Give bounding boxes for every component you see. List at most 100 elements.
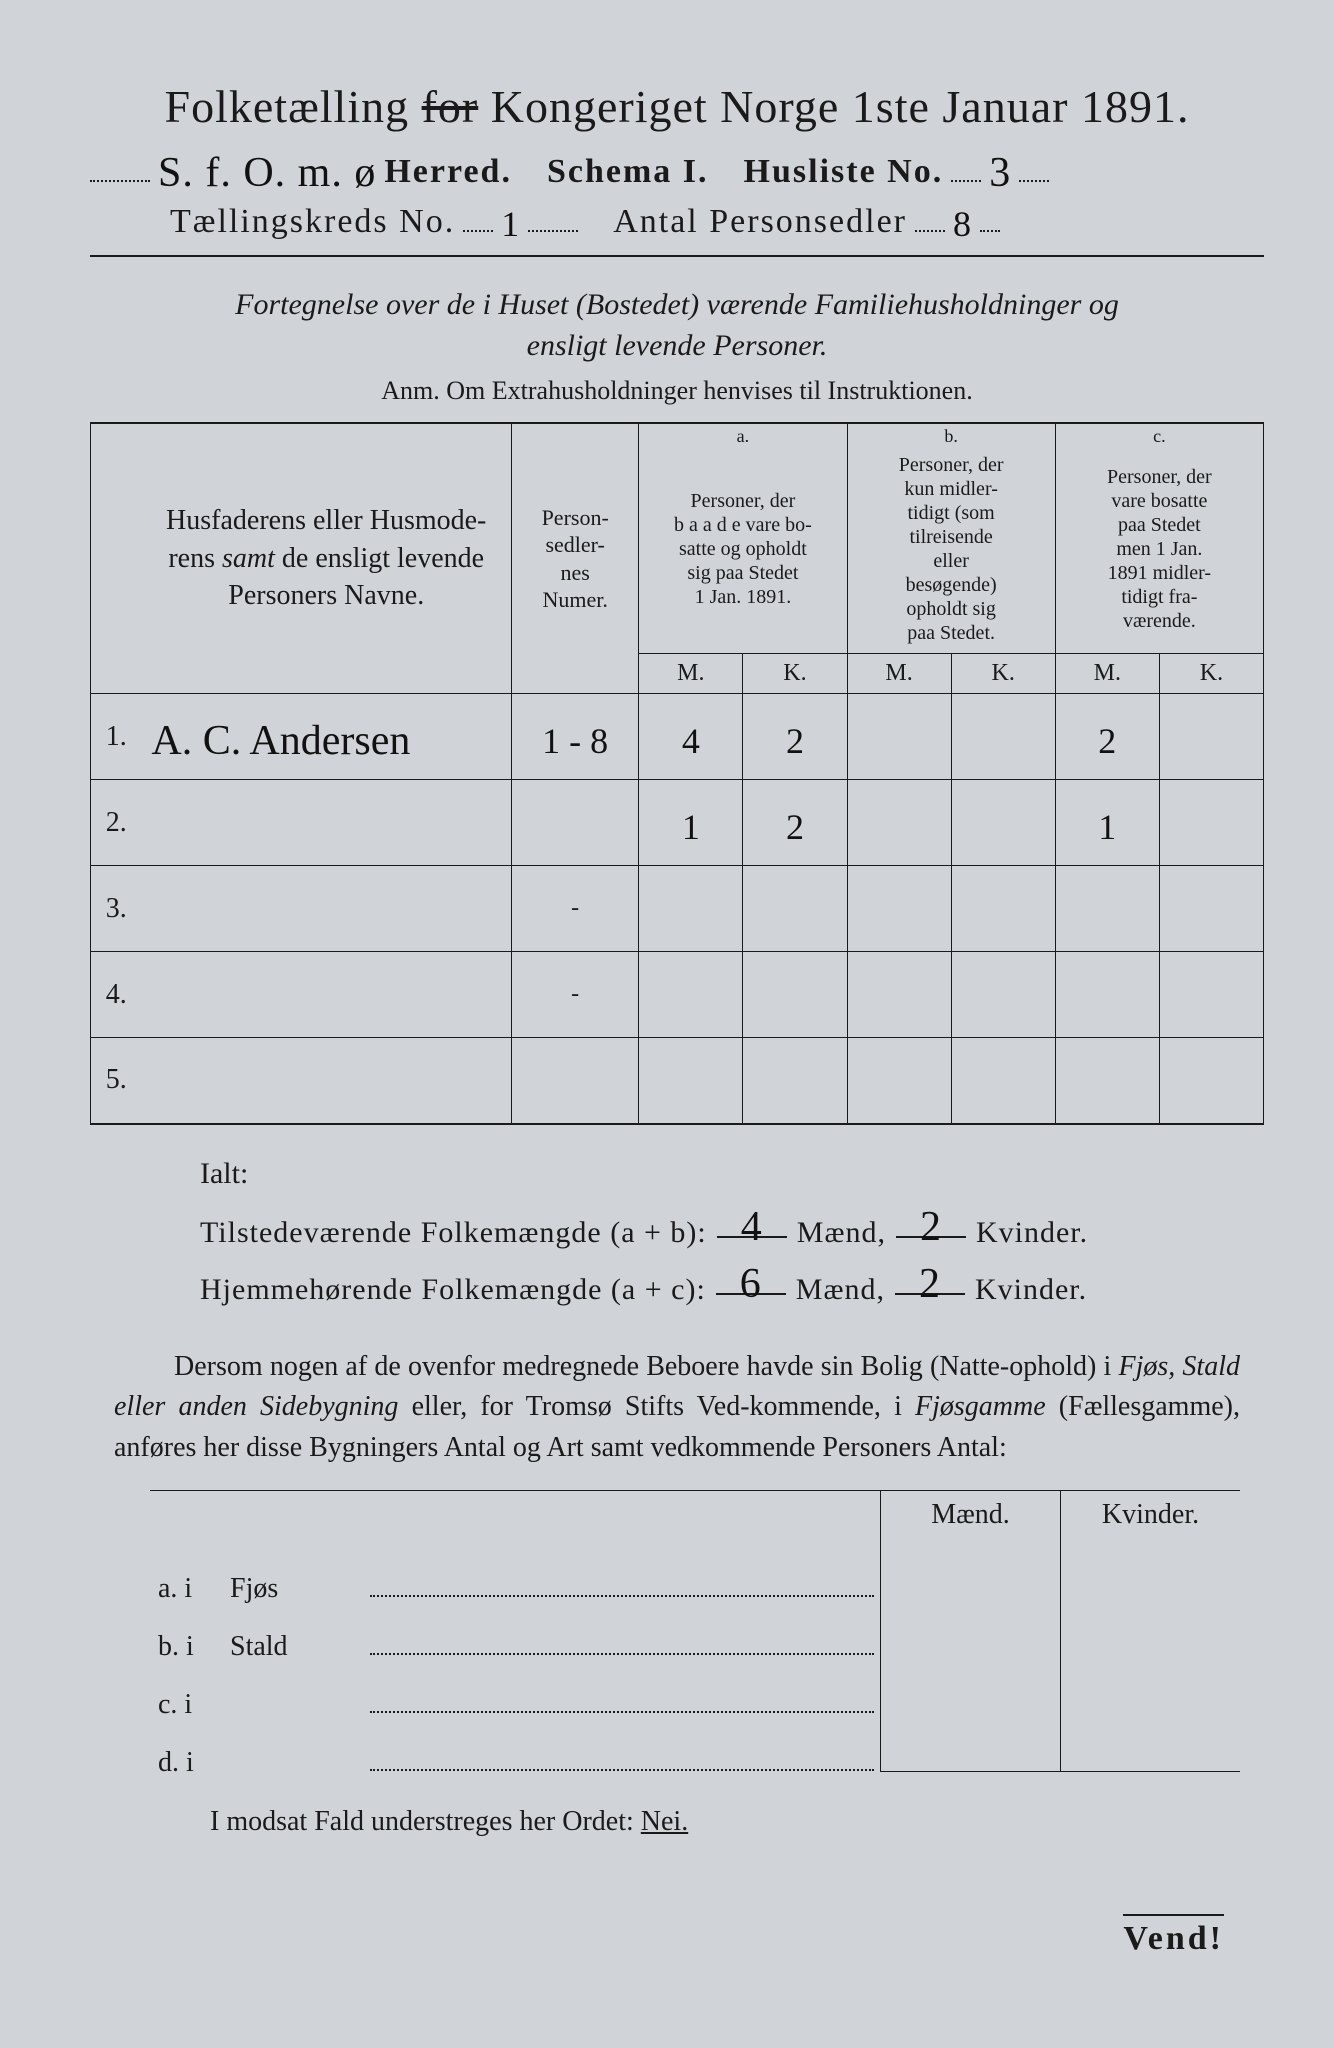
title-part2: Kongeriget Norge 1ste Januar 1891. bbox=[491, 81, 1190, 132]
schema-label: Schema I. bbox=[547, 153, 709, 191]
row-num: 5. bbox=[91, 1038, 142, 1124]
row-a-m: 4 bbox=[639, 694, 743, 780]
side-building-table: Mænd. Kvinder. a. i Fjøs b. i Stald c. i… bbox=[150, 1490, 1240, 1772]
header-line-2: Tællingskreds No. 1 Antal Personsedler 8 bbox=[170, 199, 1264, 241]
row-c-m: 1 bbox=[1055, 780, 1159, 866]
dots bbox=[463, 201, 493, 232]
row-ps: 1 - 8 bbox=[512, 694, 639, 780]
kreds-label: Tællingskreds No. bbox=[170, 203, 455, 241]
sum-ac-k: 2 bbox=[895, 1262, 965, 1295]
nei-line: I modsat Fald understreges her Ordet: Ne… bbox=[210, 1806, 1264, 1838]
row-c-k bbox=[1159, 694, 1263, 780]
sum-ac-label: Hjemmehørende Folkemængde (a + c): bbox=[200, 1273, 706, 1307]
group-b-desc: Personer, derkun midler-tidigt (somtilre… bbox=[847, 449, 1055, 654]
side-row: c. i bbox=[150, 1655, 1240, 1713]
side-row-lab: b. i bbox=[150, 1631, 230, 1663]
row-num: 1. bbox=[91, 694, 142, 780]
side-row-type: Fjøs bbox=[230, 1573, 370, 1605]
title-struck: for bbox=[422, 81, 479, 132]
table-row: 1. A. C. Andersen 1 - 8 4 2 2 bbox=[91, 694, 1264, 780]
group-b-label: b. bbox=[847, 423, 1055, 449]
dersom-paragraph: Dersom nogen af de ovenfor medregnede Be… bbox=[114, 1347, 1240, 1469]
dots bbox=[951, 151, 981, 182]
kreds-no: 1 bbox=[501, 203, 520, 245]
anm-note: Anm. Om Extrahusholdninger henvises til … bbox=[90, 376, 1264, 406]
row-num: 3. bbox=[91, 866, 142, 952]
header-line-1: S. f. O. m. ø Herred. Schema I. Husliste… bbox=[90, 145, 1264, 193]
census-title: Folketælling for Kongeriget Norge 1ste J… bbox=[90, 80, 1264, 133]
title-part1: Folketælling bbox=[165, 81, 410, 132]
table-row: 5. bbox=[91, 1038, 1264, 1124]
side-row-type: Stald bbox=[230, 1631, 370, 1663]
side-col-kvinder: Kvinder. bbox=[1060, 1491, 1240, 1539]
maend-label: Mænd, bbox=[796, 1273, 885, 1307]
sum-ac: Hjemmehørende Folkemængde (a + c): 6 Mæn… bbox=[200, 1262, 1264, 1307]
row-num: 2. bbox=[91, 780, 142, 866]
col-a-m: M. bbox=[639, 654, 743, 694]
row-name: A. C. Andersen bbox=[141, 694, 511, 780]
dots bbox=[90, 151, 150, 182]
husliste-label: Husliste No. bbox=[744, 153, 944, 191]
row-b-k bbox=[951, 694, 1055, 780]
row-name bbox=[141, 952, 511, 1038]
dots bbox=[980, 201, 1000, 232]
col-b-k: K. bbox=[951, 654, 1055, 694]
row-name bbox=[141, 866, 511, 952]
row-a-k: 2 bbox=[743, 694, 847, 780]
row-ps bbox=[512, 780, 639, 866]
col-names: Husfaderens eller Husmode-rens samt de e… bbox=[141, 423, 511, 694]
ialt-section: Ialt: Tilstedeværende Folkemængde (a + b… bbox=[200, 1157, 1264, 1307]
sum-ab: Tilstedeværende Folkemængde (a + b): 4 M… bbox=[200, 1205, 1264, 1250]
side-col-maend: Mænd. bbox=[880, 1491, 1060, 1539]
husliste-no: 3 bbox=[989, 149, 1011, 197]
table-row: 2. 1 2 1 bbox=[91, 780, 1264, 866]
row-c-k bbox=[1159, 780, 1263, 866]
nei-word: Nei. bbox=[641, 1806, 688, 1837]
sum-ab-m: 4 bbox=[717, 1205, 787, 1238]
ialt-label: Ialt: bbox=[200, 1157, 1264, 1191]
sum-ab-k: 2 bbox=[896, 1205, 966, 1238]
row-name bbox=[141, 780, 511, 866]
side-row-lab: a. i bbox=[150, 1573, 230, 1605]
row-a-m: 1 bbox=[639, 780, 743, 866]
group-c-desc: Personer, dervare bosattepaa Stedetmen 1… bbox=[1055, 449, 1263, 654]
group-c-label: c. bbox=[1055, 423, 1263, 449]
kvinder-label: Kvinder. bbox=[976, 1216, 1088, 1250]
table-row: 3. - bbox=[91, 866, 1264, 952]
side-row-lab: c. i bbox=[150, 1689, 230, 1721]
col-b-m: M. bbox=[847, 654, 951, 694]
row-b-m bbox=[847, 780, 951, 866]
dots bbox=[370, 1747, 874, 1771]
vend-label: Vend! bbox=[1123, 1914, 1224, 1958]
side-bottom-rule bbox=[880, 1771, 1240, 1772]
row-c-m: 2 bbox=[1055, 694, 1159, 780]
dots bbox=[915, 201, 945, 232]
side-head: Mænd. Kvinder. bbox=[150, 1490, 1240, 1539]
dots bbox=[370, 1689, 874, 1713]
table-row: 4. - bbox=[91, 952, 1264, 1038]
row-b-k bbox=[951, 780, 1055, 866]
dots bbox=[528, 201, 578, 232]
side-row: a. i Fjøs bbox=[150, 1539, 1240, 1597]
antal-value: 8 bbox=[953, 203, 972, 245]
col-c-m: M. bbox=[1055, 654, 1159, 694]
divider bbox=[90, 255, 1264, 257]
side-row: b. i Stald bbox=[150, 1597, 1240, 1655]
col-a-k: K. bbox=[743, 654, 847, 694]
subheading: Fortegnelse over de i Huset (Bostedet) v… bbox=[210, 285, 1144, 366]
row-num: 4. bbox=[91, 952, 142, 1038]
kvinder-label: Kvinder. bbox=[975, 1273, 1087, 1307]
census-table: Husfaderens eller Husmode-rens samt de e… bbox=[90, 422, 1264, 1125]
maend-label: Mænd, bbox=[797, 1216, 886, 1250]
row-name bbox=[141, 1038, 511, 1124]
col-c-k: K. bbox=[1159, 654, 1263, 694]
sum-ab-label: Tilstedeværende Folkemængde (a + b): bbox=[200, 1216, 707, 1250]
sum-ac-m: 6 bbox=[716, 1262, 786, 1295]
group-a-desc: Personer, derb a a d e vare bo-satte og … bbox=[639, 449, 847, 654]
antal-label: Antal Personsedler bbox=[613, 203, 907, 241]
row-a-k: 2 bbox=[743, 780, 847, 866]
side-row: d. i bbox=[150, 1713, 1240, 1771]
herred-label: Herred. bbox=[384, 153, 512, 191]
side-row-lab: d. i bbox=[150, 1747, 230, 1779]
row-b-m bbox=[847, 694, 951, 780]
